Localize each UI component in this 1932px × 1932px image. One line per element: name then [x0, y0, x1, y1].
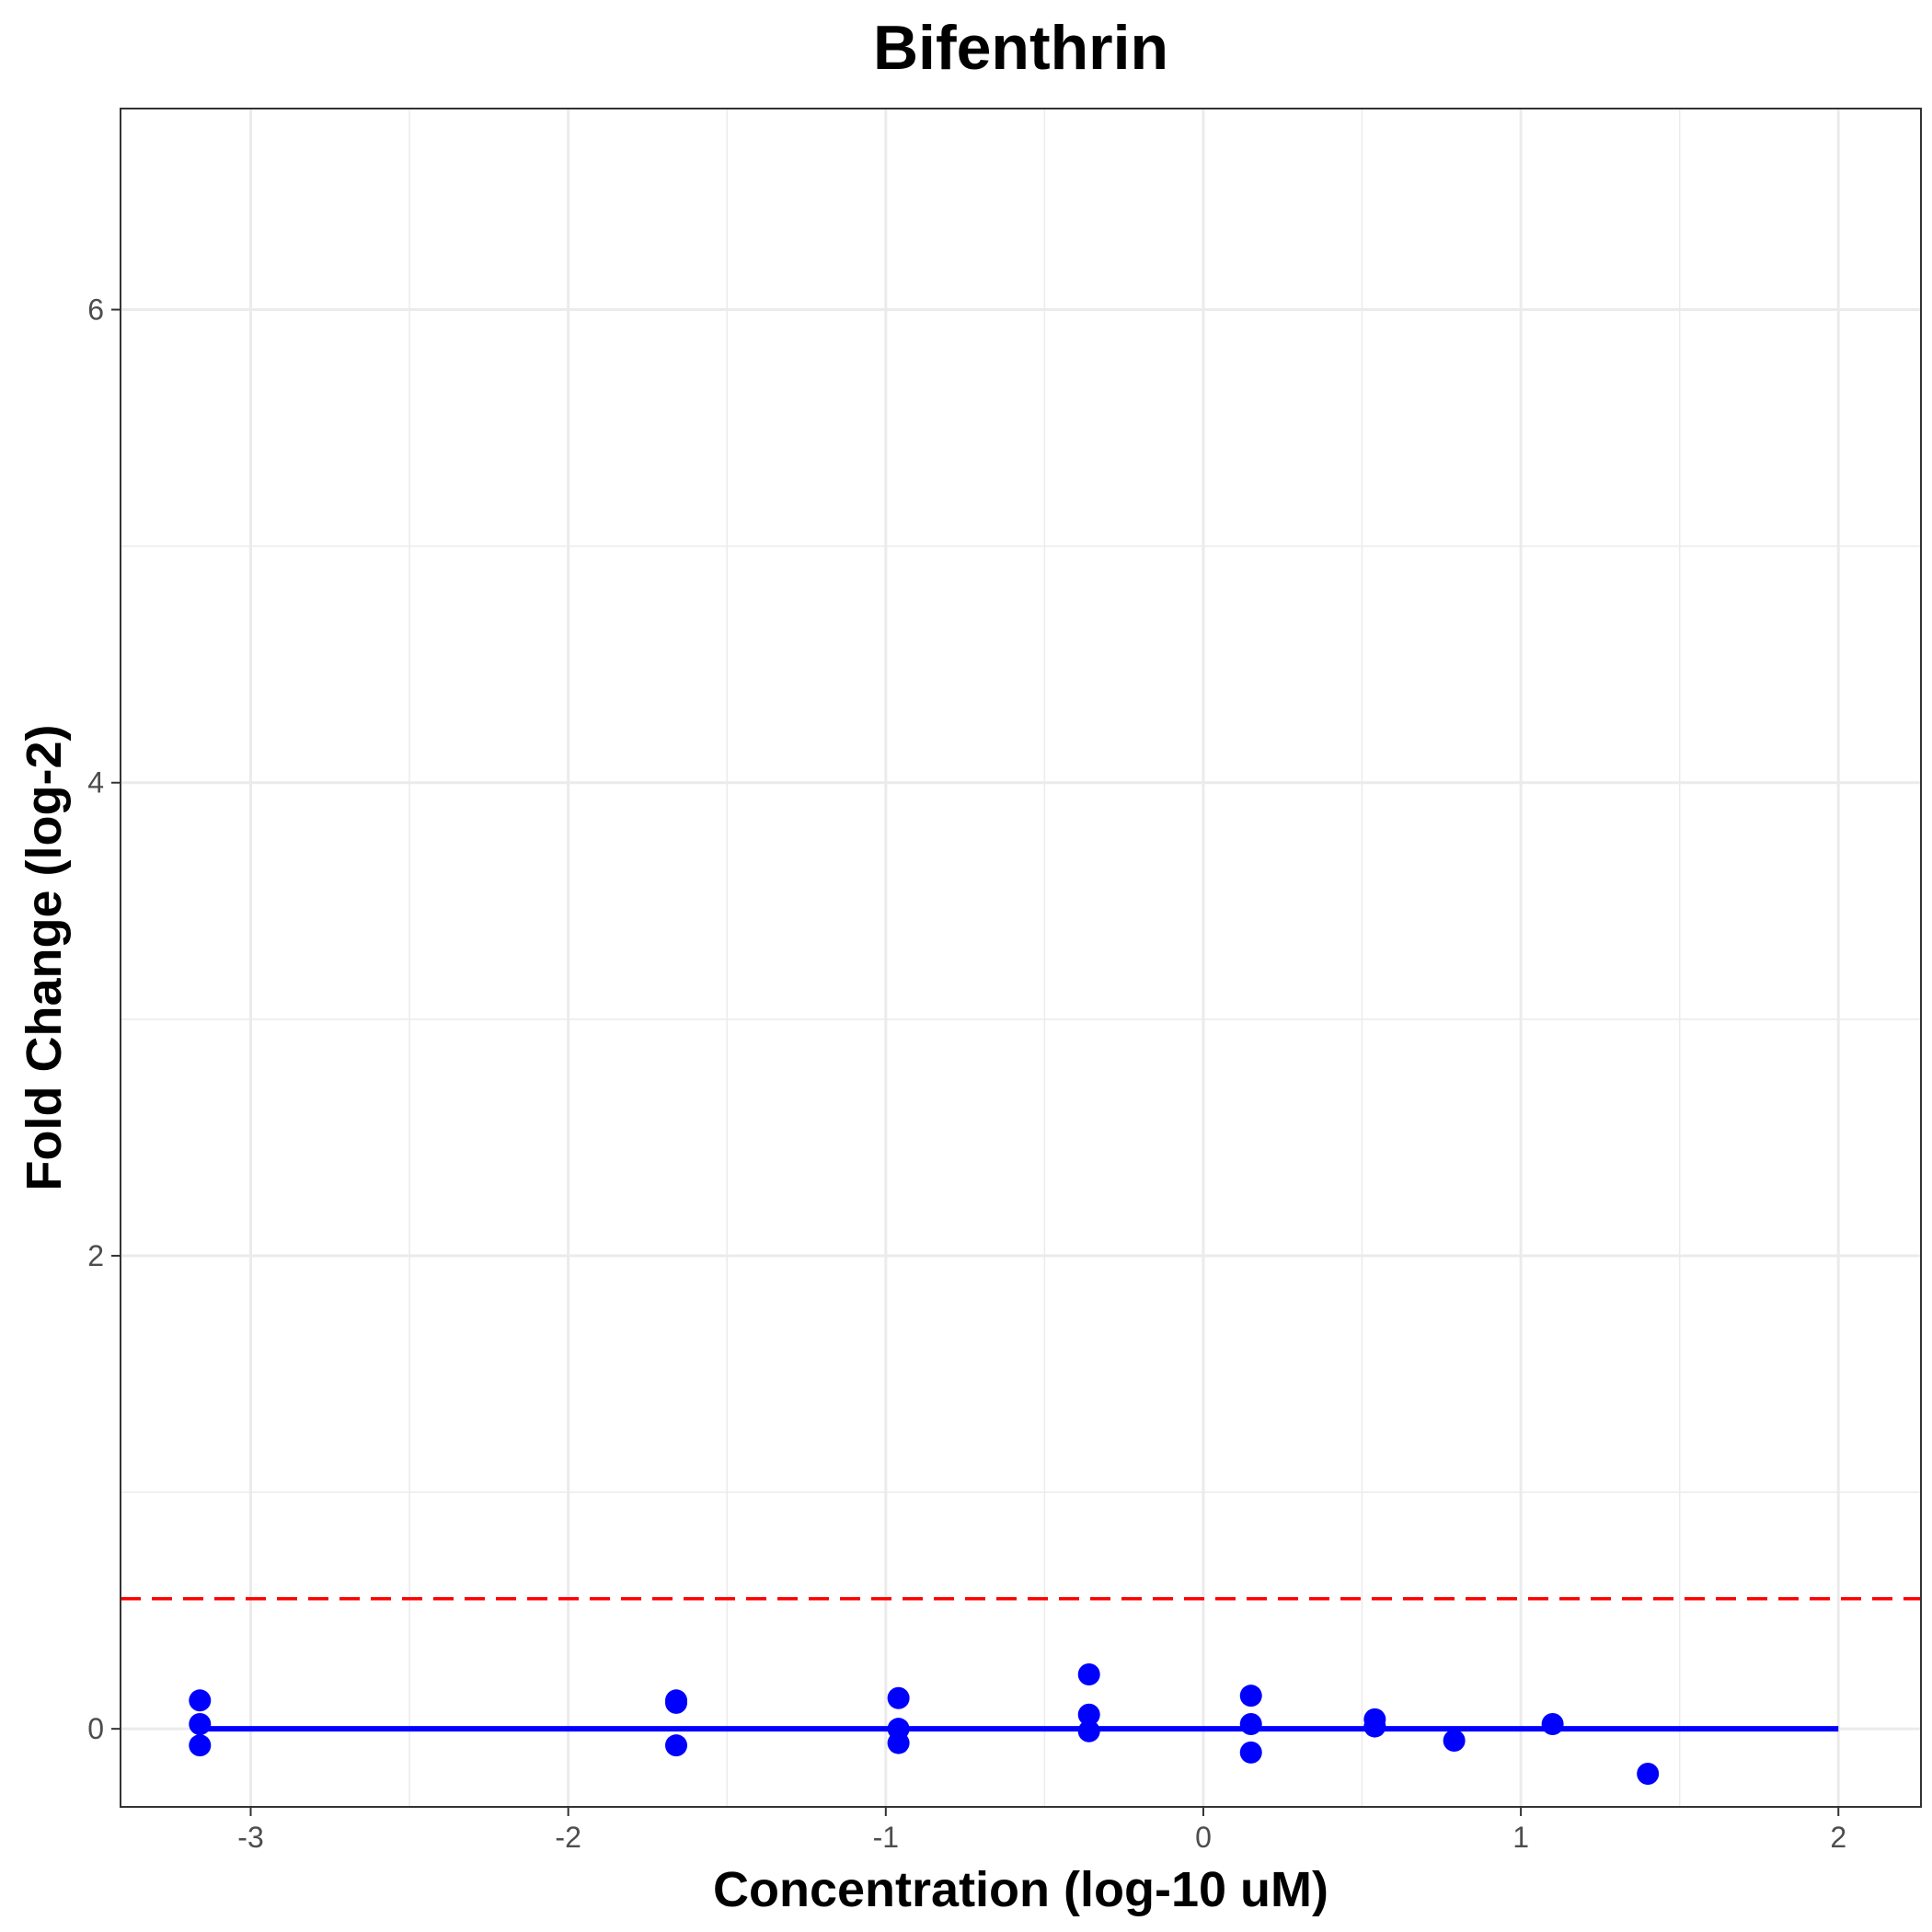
panel-border [120, 108, 1922, 1808]
x-tick-label: 0 [1195, 1821, 1212, 1854]
x-tick-label: -2 [555, 1821, 581, 1854]
data-point [1077, 1663, 1100, 1686]
y-axis-title: Fold Change (log-2) [17, 725, 72, 1191]
data-point [887, 1686, 910, 1709]
data-point [189, 1689, 212, 1712]
data-point [1239, 1741, 1262, 1764]
data-point [189, 1734, 212, 1757]
data-point [1077, 1719, 1100, 1742]
x-tick-label: -1 [873, 1821, 899, 1854]
y-tick-label: 4 [87, 766, 104, 799]
y-tick-label: 6 [87, 293, 104, 327]
y-tick-label: 0 [87, 1712, 104, 1745]
data-point [1363, 1715, 1386, 1738]
x-axis: -3 -2 -1 0 1 2 [237, 1807, 1846, 1854]
points-group [189, 1663, 1660, 1786]
data-point [665, 1734, 688, 1757]
y-tick-label: 2 [87, 1239, 104, 1272]
data-point [1637, 1763, 1660, 1786]
grid-major [121, 109, 1921, 1807]
data-point [665, 1691, 688, 1714]
grid-minor [121, 109, 1921, 1807]
x-axis-title: Concentration (log-10 uM) [713, 1862, 1328, 1917]
data-point [1541, 1713, 1564, 1736]
y-axis: 0 2 4 6 [87, 293, 121, 1745]
x-tick-label: -3 [237, 1821, 263, 1854]
chart-title: Bifenthrin [873, 13, 1168, 83]
data-point [1239, 1685, 1262, 1708]
data-point [887, 1731, 910, 1754]
data-point [1077, 1703, 1100, 1726]
data-point [1443, 1730, 1466, 1753]
x-tick-label: 1 [1512, 1821, 1529, 1854]
x-tick-label: 2 [1830, 1821, 1846, 1854]
data-point [189, 1713, 212, 1736]
data-point [1239, 1713, 1262, 1736]
